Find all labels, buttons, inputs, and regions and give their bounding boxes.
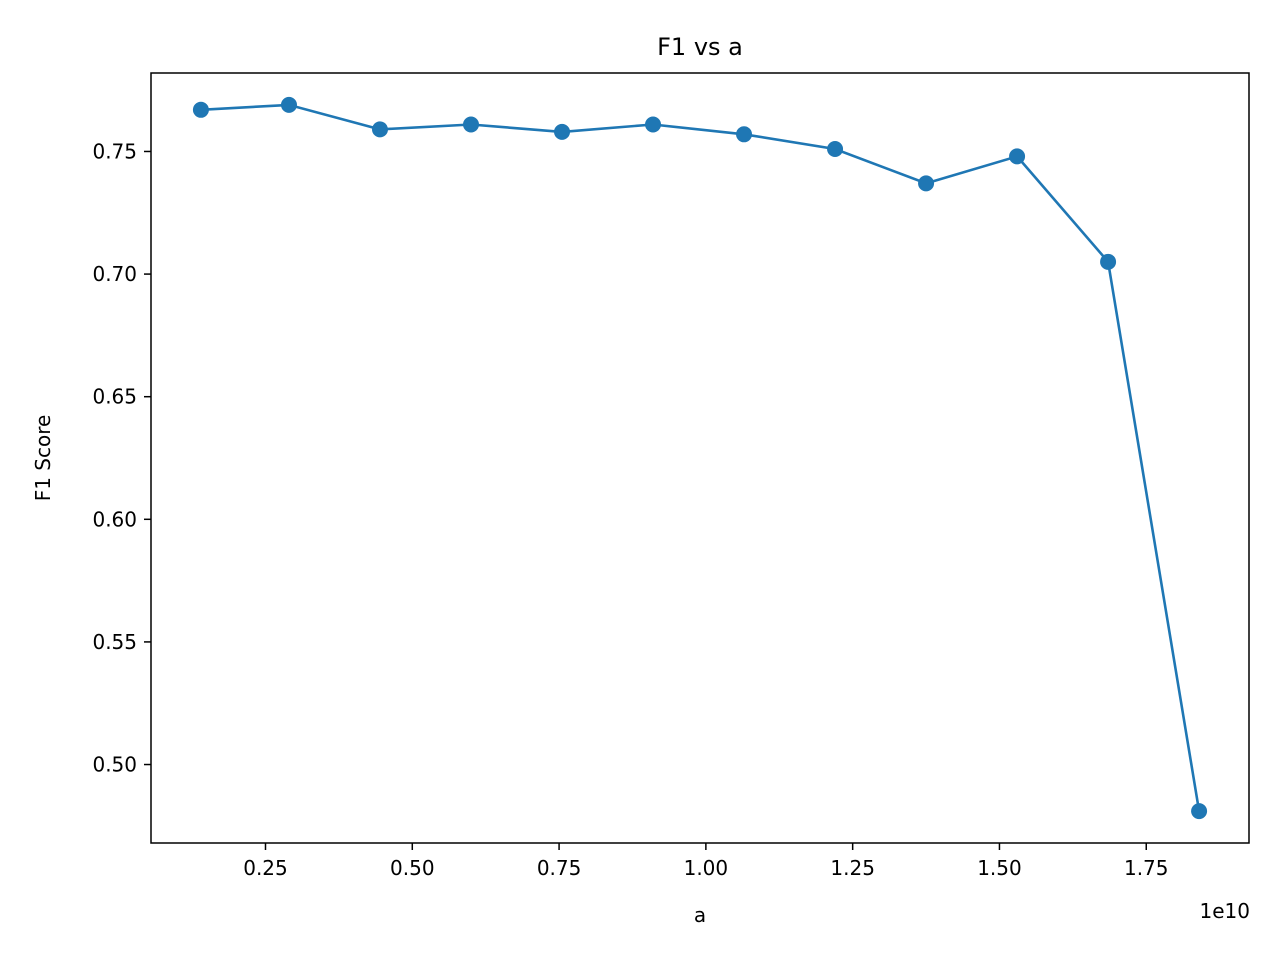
data-point <box>280 96 297 113</box>
axes-frame <box>150 72 1250 844</box>
x-offset-label: 1e10 <box>1200 899 1250 923</box>
y-tick-label: 0.75 <box>92 139 137 163</box>
y-tick-label: 0.70 <box>92 262 137 286</box>
data-point <box>645 116 662 133</box>
y-tick-label: 0.60 <box>92 507 137 531</box>
data-point <box>371 121 388 138</box>
y-axis-label: F1 Score <box>31 415 55 502</box>
data-point <box>192 101 209 118</box>
x-tick-label: 1.25 <box>830 856 875 880</box>
data-point <box>463 116 480 133</box>
x-tick-label: 1.75 <box>1124 856 1169 880</box>
x-tick-label: 0.75 <box>537 856 582 880</box>
data-point <box>827 141 844 158</box>
x-tick-label: 1.50 <box>977 856 1022 880</box>
x-tick-label: 0.25 <box>243 856 288 880</box>
x-tick-label: 0.50 <box>390 856 435 880</box>
y-axis: 0.50 0.55 0.60 0.65 0.70 0.75 <box>92 139 151 777</box>
y-tick-label: 0.55 <box>92 630 137 654</box>
data-point <box>1191 803 1208 820</box>
x-axis-label: a <box>694 903 706 927</box>
y-tick-label: 0.65 <box>92 385 137 409</box>
x-tick-label: 1.00 <box>684 856 729 880</box>
plot-area <box>192 96 1208 820</box>
data-point <box>1009 148 1026 165</box>
y-tick-label: 0.50 <box>92 753 137 777</box>
x-axis: 0.25 0.50 0.75 1.00 1.25 1.50 1.75 <box>243 843 1169 880</box>
data-point <box>554 123 571 140</box>
data-point <box>918 175 935 192</box>
data-point <box>736 126 753 143</box>
series-line <box>200 103 1201 812</box>
chart-title: F1 vs a <box>657 33 743 61</box>
data-point <box>1100 253 1117 270</box>
